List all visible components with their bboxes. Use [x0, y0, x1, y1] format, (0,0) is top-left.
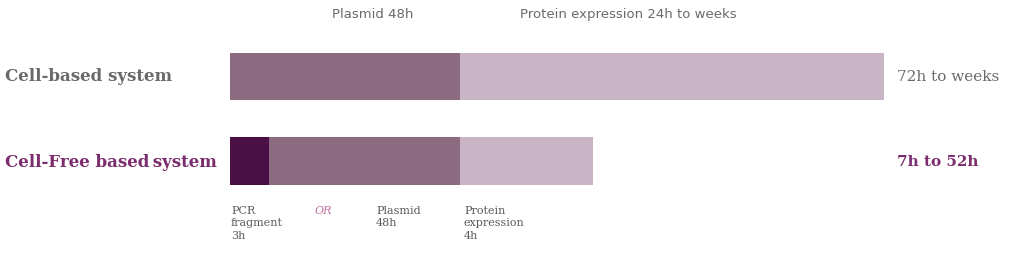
- Bar: [269, 137, 460, 185]
- Text: Protein expression 24h to weeks: Protein expression 24h to weeks: [520, 8, 737, 21]
- Text: OR: OR: [314, 206, 332, 216]
- Bar: [230, 137, 269, 185]
- Text: Plasmid 48h: Plasmid 48h: [332, 8, 414, 21]
- Text: Cell-Free based system: Cell-Free based system: [5, 154, 217, 171]
- Text: 72h to weeks: 72h to weeks: [897, 69, 1000, 84]
- Bar: [230, 53, 460, 100]
- Text: Plasmid
48h: Plasmid 48h: [376, 206, 421, 228]
- Text: Protein
expression
4h: Protein expression 4h: [464, 206, 524, 241]
- Bar: [460, 137, 593, 185]
- Bar: [460, 53, 884, 100]
- Text: 7h to 52h: 7h to 52h: [897, 155, 979, 169]
- Text: Cell-based system: Cell-based system: [5, 68, 173, 85]
- Text: PCR
fragment
3h: PCR fragment 3h: [231, 206, 283, 241]
